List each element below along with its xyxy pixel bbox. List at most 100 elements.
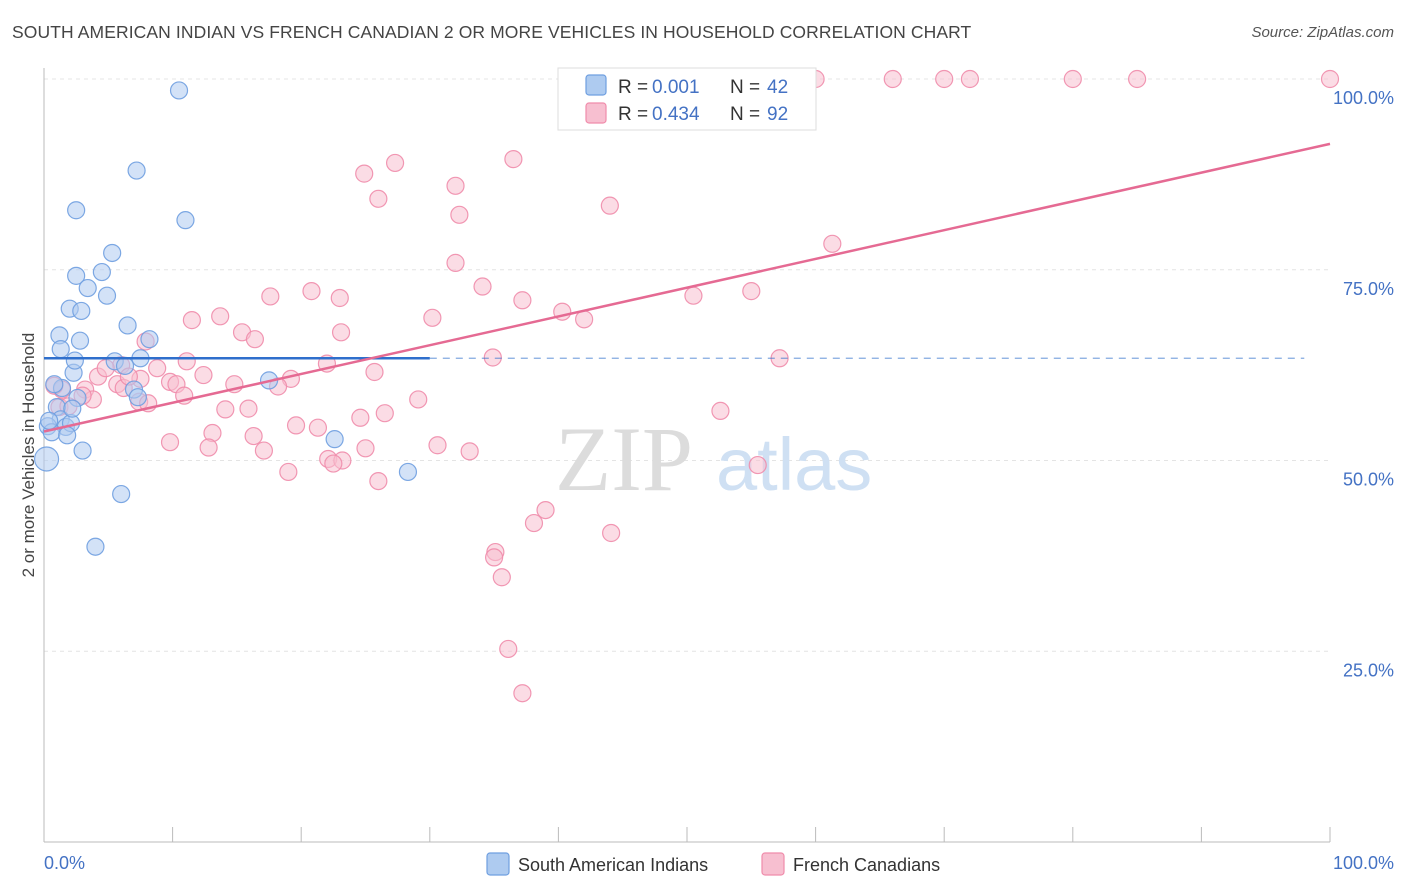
point-french-canadian-84: [492, 568, 511, 587]
point-french-canadian-15: [823, 234, 842, 253]
point-french-canadian-58: [216, 400, 235, 419]
chart-title: SOUTH AMERICAN INDIAN VS FRENCH CANADIAN…: [12, 22, 972, 42]
point-south-american-indian-15: [140, 330, 159, 349]
point-french-canadian-62: [711, 401, 730, 421]
point-south-american-indian-8: [97, 286, 117, 305]
point-french-canadian-13: [600, 196, 619, 215]
point-french-canadian-4: [960, 69, 980, 89]
point-french-canadian-66: [244, 426, 263, 446]
point-french-canadian-20: [330, 288, 349, 308]
bottom-legend-swatch-blue: [486, 852, 510, 876]
point-french-canadian-59: [239, 399, 258, 418]
point-french-canadian-27: [182, 311, 201, 330]
point-south-american-indian-39: [45, 375, 64, 394]
point-french-canadian-78: [369, 472, 388, 491]
point-south-american-indian-38: [63, 399, 82, 418]
legend-r-value-1: 0.001: [652, 77, 700, 98]
y-tick-labels: 100.0% 75.0% 50.0% 25.0%: [1333, 88, 1394, 680]
point-french-canadian-5: [1063, 69, 1082, 89]
legend-n-value-1: 42: [767, 77, 788, 98]
y-axis-label: 2 or more Vehicles in Household: [19, 333, 38, 578]
point-south-american-indian-36: [112, 484, 131, 504]
point-french-canadian-21: [684, 286, 703, 305]
point-french-canadian-77: [279, 462, 298, 482]
point-french-canadian-17: [473, 277, 492, 296]
y-tick-label-25: 25.0%: [1343, 660, 1394, 680]
point-south-american-indian-14: [70, 331, 90, 350]
point-french-canadian-3: [935, 69, 954, 89]
point-south-american-indian-35: [398, 462, 418, 482]
point-french-canadian-79: [536, 500, 555, 520]
point-french-canadian-8: [504, 150, 523, 169]
point-french-canadian-9: [385, 153, 405, 173]
point-french-canadian-39: [194, 365, 213, 385]
point-south-american-indian-40: [40, 411, 59, 430]
legend-r-label-2: R =: [618, 104, 648, 125]
point-french-canadian-75: [324, 454, 343, 473]
series-french-canadians: [45, 69, 1340, 703]
bottom-legend-label-pink: French Canadians: [793, 855, 940, 875]
point-south-american-indian-31: [58, 426, 77, 445]
series-legend: South American Indians French Canadians: [486, 852, 940, 876]
grid-lines: [44, 78, 1330, 652]
point-french-canadian-38: [148, 359, 167, 378]
point-french-canadian-22: [742, 282, 761, 301]
point-french-canadian-34: [177, 352, 196, 371]
point-french-canadian-14: [450, 205, 469, 224]
stats-legend: R = 0.001 N = 42 R = 0.434 N = 92: [557, 67, 817, 131]
point-french-canadian-7: [1320, 69, 1340, 89]
trend-lines: [43, 142, 1331, 433]
legend-r-value-2: 0.434: [652, 104, 700, 125]
source-label: Source: ZipAtlas.com: [1251, 24, 1394, 41]
point-french-canadian-71: [428, 436, 447, 455]
point-french-canadian-31: [331, 323, 351, 342]
point-french-canadian-28: [211, 307, 230, 326]
point-french-canadian-11: [446, 176, 465, 195]
series-south-american-indians: [33, 81, 418, 556]
point-french-canadian-12: [369, 189, 388, 208]
legend-swatch-blue: [585, 74, 607, 96]
y-tick-label-100: 100.0%: [1333, 88, 1394, 108]
point-french-canadian-25: [423, 308, 442, 327]
point-french-canadian-64: [308, 418, 328, 437]
point-south-american-indian-33: [73, 441, 92, 460]
trend-line-french-canadians: [43, 142, 1331, 433]
legend-n-label-1: N =: [730, 77, 760, 98]
point-french-canadian-23: [513, 291, 532, 310]
bottom-legend-label-blue: South American Indians: [518, 855, 708, 875]
point-french-canadian-72: [254, 441, 274, 460]
point-south-american-indian-7: [78, 278, 97, 298]
point-french-canadian-56: [409, 390, 428, 409]
legend-r-label-1: R =: [618, 77, 648, 98]
point-south-american-indian-0: [169, 81, 189, 100]
point-south-american-indian-32: [325, 430, 344, 449]
point-south-american-indian-5: [67, 266, 86, 285]
legend-swatch-pink: [585, 102, 607, 124]
point-french-canadian-30: [245, 330, 265, 349]
point-french-canadian-33: [483, 348, 502, 367]
point-south-american-indian-37: [86, 537, 105, 556]
point-south-american-indian-4: [103, 243, 122, 263]
point-french-canadian-73: [460, 442, 479, 461]
x-tick-label-0: 0.0%: [44, 853, 85, 873]
point-french-canadian-68: [199, 438, 218, 457]
point-french-canadian-80: [524, 513, 544, 533]
watermark-zip: ZIP: [555, 408, 693, 510]
point-french-canadian-40: [365, 362, 384, 382]
point-french-canadian-61: [375, 404, 394, 423]
point-french-canadian-16: [446, 253, 465, 272]
point-french-canadian-19: [302, 282, 321, 301]
point-south-american-indian-17: [115, 356, 135, 375]
point-south-american-indian-6: [92, 262, 111, 282]
point-south-american-indian-13: [51, 340, 70, 359]
point-french-canadian-67: [160, 433, 180, 452]
point-south-american-indian-10: [72, 301, 91, 321]
point-south-american-indian-1: [127, 161, 146, 180]
point-french-canadian-81: [602, 523, 621, 543]
point-french-canadian-2: [883, 69, 902, 89]
point-french-canadian-6: [1127, 69, 1147, 89]
legend-n-label-2: N =: [730, 104, 760, 125]
point-french-canadian-26: [575, 310, 594, 329]
y-tick-label-75: 75.0%: [1343, 279, 1394, 299]
point-french-canadian-76: [748, 455, 767, 475]
